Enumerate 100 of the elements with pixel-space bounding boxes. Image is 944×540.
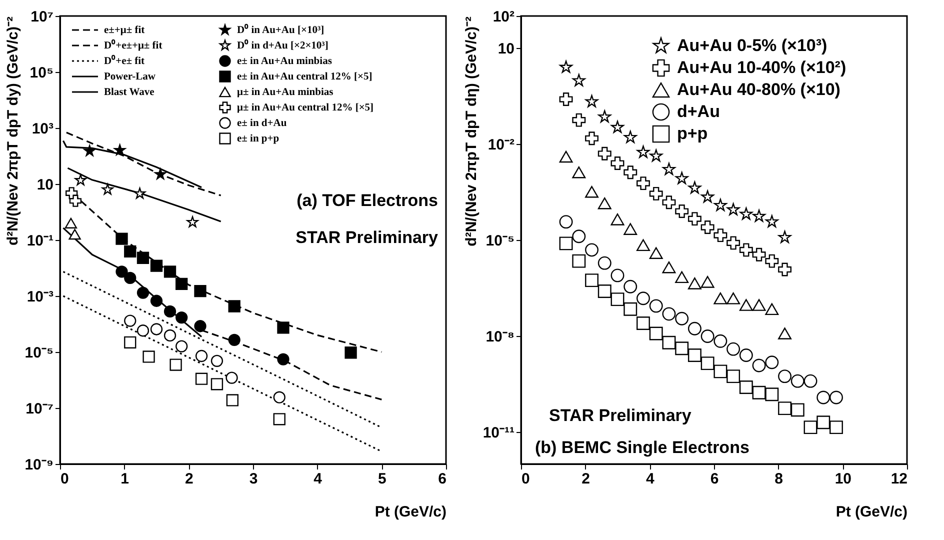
point xyxy=(830,390,843,404)
point xyxy=(816,390,830,404)
point xyxy=(611,120,624,133)
point xyxy=(739,348,753,362)
point xyxy=(778,402,792,416)
point xyxy=(195,350,208,362)
x-tick-label: 2 xyxy=(184,470,194,488)
point xyxy=(610,268,624,282)
point xyxy=(752,358,766,372)
point xyxy=(650,149,663,162)
point xyxy=(688,278,702,290)
legend-label: e± in p+p xyxy=(237,134,280,144)
point xyxy=(150,294,163,307)
point xyxy=(176,278,188,290)
point xyxy=(688,181,702,194)
point xyxy=(116,232,128,245)
x-tick-label: 1 xyxy=(120,470,130,488)
y-tick-label: 10 xyxy=(498,40,514,58)
point xyxy=(572,74,586,86)
y-tick-label: 10⁻⁷ xyxy=(26,400,54,418)
point xyxy=(585,186,598,198)
point xyxy=(714,228,728,242)
point xyxy=(675,172,688,184)
point xyxy=(662,162,676,176)
x-tick-label: 6 xyxy=(710,470,719,488)
legend-label: Au+Au 10-40% (×10²) xyxy=(677,58,846,77)
legend-label: D⁰+e± fit xyxy=(104,54,146,67)
legend-label: D⁰ in Au+Au [×10³] xyxy=(237,23,324,36)
point xyxy=(136,324,150,337)
y-tick-label: 10³ xyxy=(32,120,54,138)
point xyxy=(675,271,689,284)
point xyxy=(700,330,714,343)
point xyxy=(68,228,81,240)
point xyxy=(701,190,714,203)
point xyxy=(572,254,586,268)
point xyxy=(176,311,188,324)
point xyxy=(164,305,176,318)
point xyxy=(195,372,208,385)
y-tick-label: 10⁻¹ xyxy=(26,232,54,250)
point xyxy=(675,312,689,326)
x-tick-label: 4 xyxy=(646,470,655,488)
point xyxy=(194,320,206,332)
x-tick-label: 8 xyxy=(774,470,784,488)
y-tick-label: 10⁻⁵ xyxy=(486,232,514,250)
point xyxy=(714,292,728,304)
x-tick-label: 5 xyxy=(378,470,386,488)
x-axis-title: Pt (GeV/c) xyxy=(374,504,446,520)
point xyxy=(585,274,598,288)
point xyxy=(598,284,612,298)
point xyxy=(662,261,676,274)
point xyxy=(598,256,612,270)
point xyxy=(700,356,714,370)
line-series xyxy=(62,295,382,452)
point xyxy=(662,307,676,321)
point xyxy=(154,168,166,180)
point xyxy=(273,413,286,426)
point xyxy=(572,113,586,127)
point xyxy=(624,280,638,294)
point xyxy=(752,299,766,311)
y-tick-label: 10⁻⁹ xyxy=(24,456,54,474)
point xyxy=(170,358,182,371)
point xyxy=(585,243,598,257)
point xyxy=(726,370,740,384)
x-tick-label: 3 xyxy=(249,470,258,488)
point xyxy=(765,254,779,268)
point xyxy=(273,391,286,404)
point xyxy=(624,223,638,235)
point xyxy=(226,372,238,384)
point xyxy=(150,260,163,272)
point xyxy=(226,394,238,406)
y-tick-label: 10⁻³ xyxy=(26,288,54,306)
point xyxy=(559,92,573,106)
point xyxy=(116,266,128,278)
y-tick-label: 10 xyxy=(36,176,54,194)
point xyxy=(765,356,779,370)
point xyxy=(64,218,78,228)
point xyxy=(765,303,779,316)
point xyxy=(778,370,792,384)
legend-label: p+p xyxy=(677,124,708,143)
legend-label: Power-Law xyxy=(104,72,156,82)
point xyxy=(610,214,624,226)
point xyxy=(675,204,689,218)
point xyxy=(277,353,290,366)
point xyxy=(610,292,624,306)
point xyxy=(585,94,598,108)
point xyxy=(752,248,766,262)
point xyxy=(688,322,702,336)
point xyxy=(675,342,689,356)
x-tick-label: 2 xyxy=(582,470,590,488)
point xyxy=(790,374,804,388)
point xyxy=(662,196,676,210)
point xyxy=(559,236,573,250)
legend-label: D⁰+e±+μ± fit xyxy=(104,38,163,52)
point xyxy=(688,212,702,226)
point xyxy=(804,374,818,388)
point xyxy=(228,334,240,346)
point xyxy=(210,354,224,367)
point xyxy=(124,336,136,348)
point xyxy=(778,328,792,340)
point xyxy=(740,207,753,220)
